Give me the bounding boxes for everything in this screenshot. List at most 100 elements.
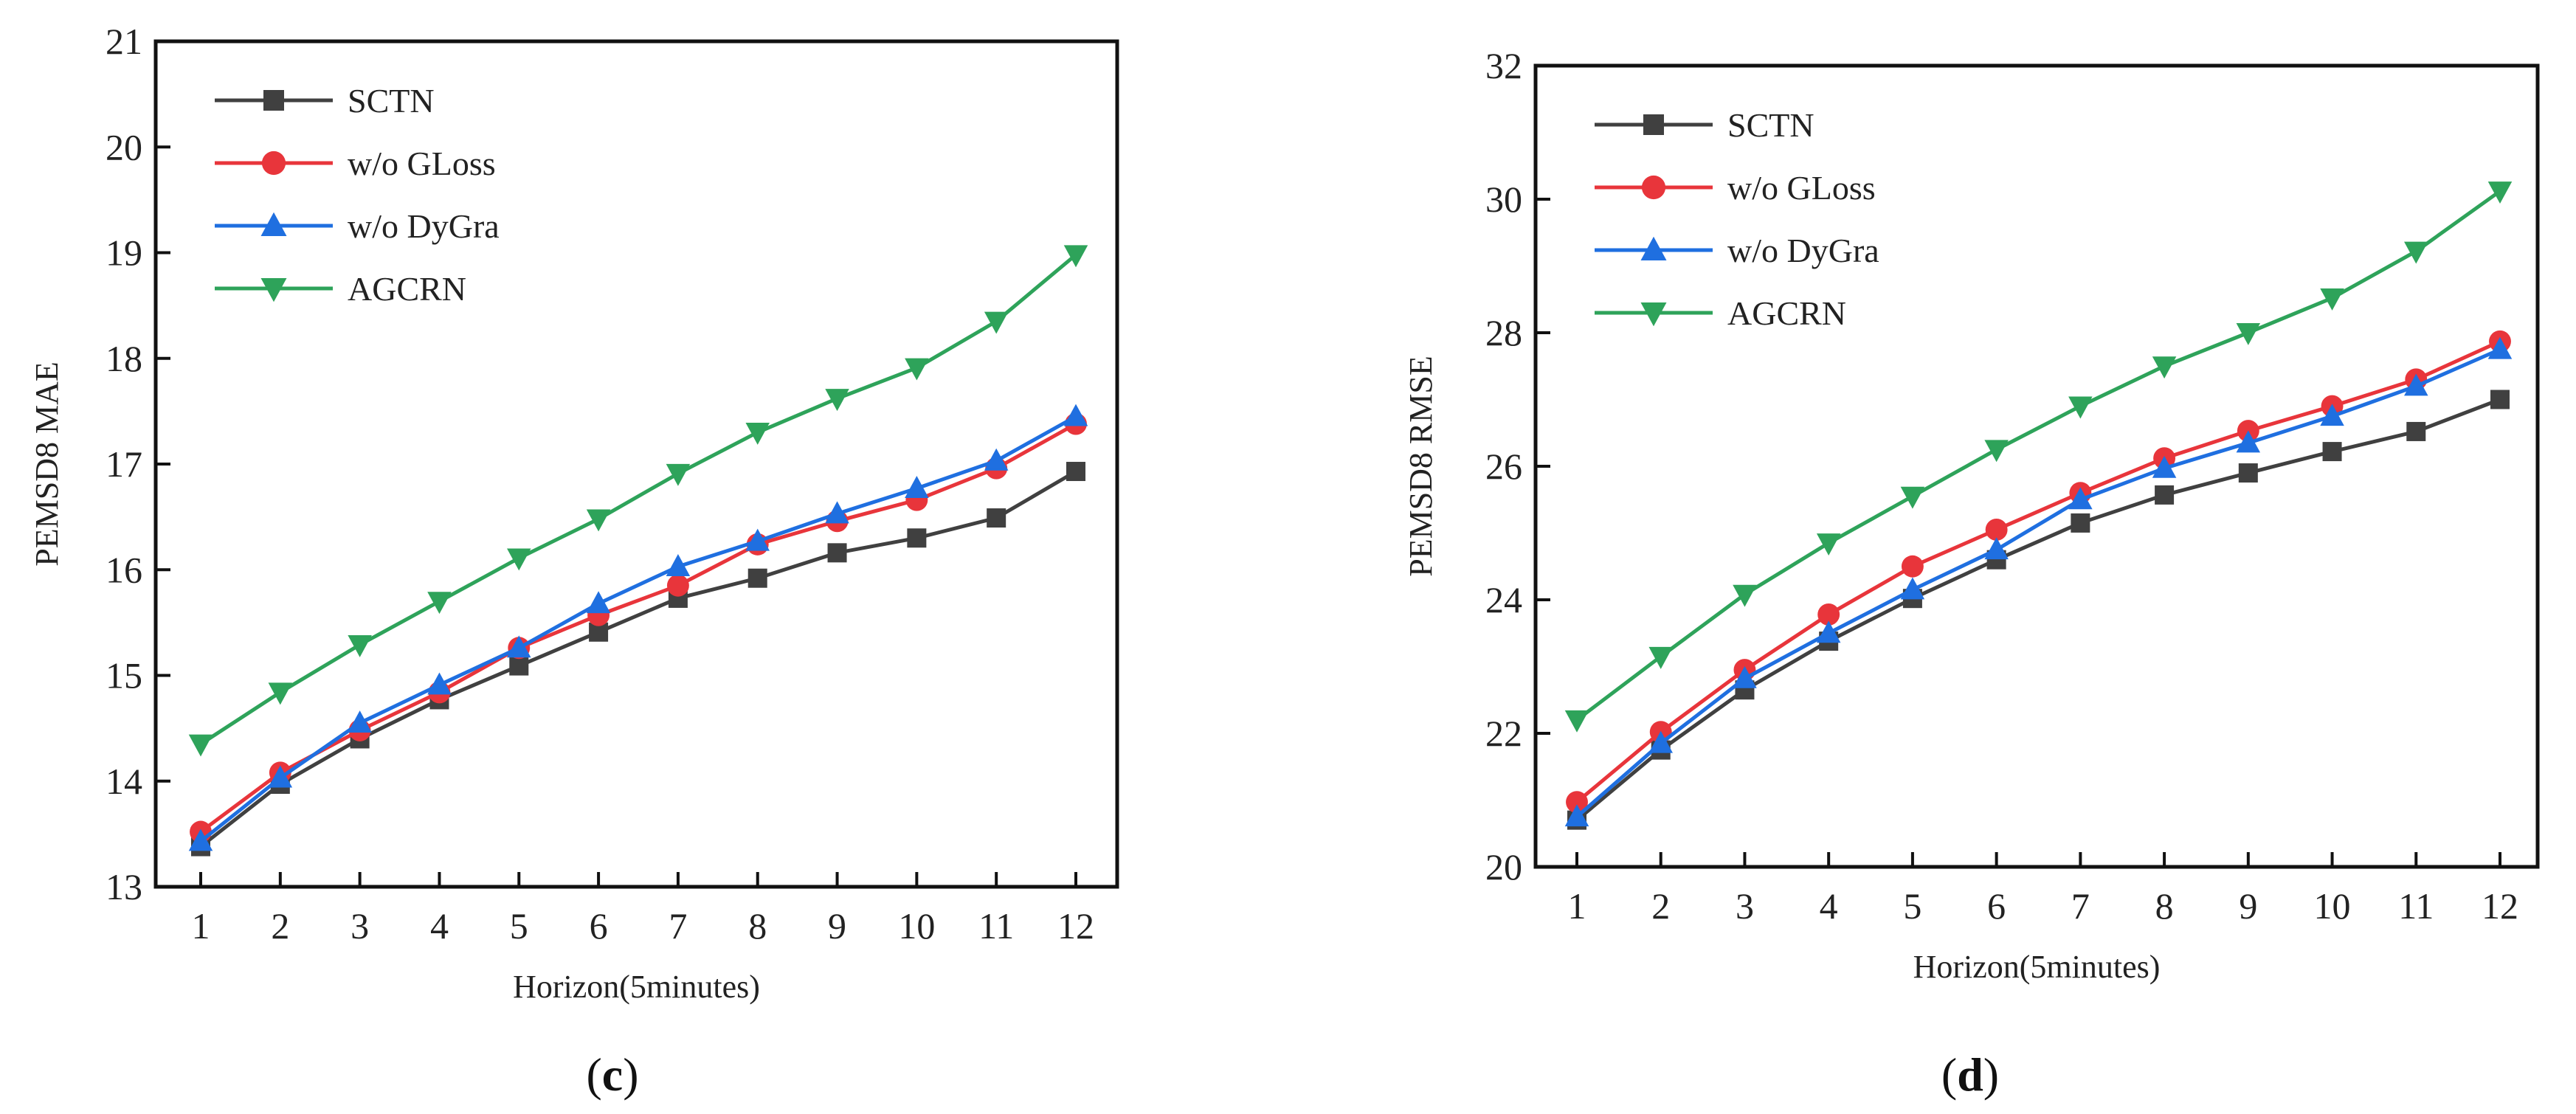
series-agcrn: [1564, 181, 2513, 733]
data-point: [905, 476, 929, 498]
x-tick-label: 4: [1820, 885, 1838, 927]
series-line: [1575, 339, 2501, 804]
legend-entry: w/o DyGra: [215, 207, 500, 245]
legend-label: w/o GLoss: [1727, 169, 1876, 207]
data-point: [348, 710, 372, 733]
y-tick-label: 16: [106, 549, 142, 590]
x-tick-label: 12: [1057, 905, 1094, 947]
data-point: [586, 509, 611, 532]
legend-label: w/o GLoss: [348, 145, 496, 182]
y-tick-label: 24: [1485, 579, 1522, 620]
legend-label: SCTN: [1727, 106, 1814, 144]
data-point: [2236, 430, 2261, 453]
y-tick-label: 14: [106, 761, 142, 802]
data-point: [2071, 513, 2090, 533]
series-line: [199, 415, 1077, 843]
x-tick-label: 3: [1736, 885, 1754, 927]
series-line: [199, 469, 1077, 848]
y-tick-label: 28: [1485, 312, 1522, 353]
x-tick-label: 12: [2482, 885, 2518, 927]
data-point: [905, 358, 929, 381]
data-point: [1900, 486, 1925, 509]
caption-letter: c: [602, 1048, 623, 1101]
data-point: [2320, 288, 2344, 311]
legend-marker: [261, 151, 286, 176]
data-point: [825, 389, 849, 412]
legend-marker: [1643, 114, 1664, 135]
legend-label: SCTN: [348, 82, 435, 120]
series-sctn: [191, 462, 1085, 857]
panel-caption: (c): [586, 1048, 638, 1101]
legend-label: AGCRN: [348, 270, 466, 308]
data-point: [348, 634, 372, 657]
legend-marker: [1640, 302, 1667, 327]
data-point: [1733, 665, 1757, 688]
data-point: [507, 635, 531, 658]
data-point: [1564, 804, 1589, 827]
series-line: [1575, 190, 2501, 722]
data-point: [1063, 245, 1088, 268]
data-point: [2068, 487, 2093, 510]
plot-frame: [153, 39, 1119, 889]
y-tick-label: 32: [1485, 45, 1522, 86]
data-point: [1564, 710, 1589, 733]
series-sctn: [1567, 390, 2510, 830]
y-tick-label: 20: [106, 126, 142, 167]
data-point: [827, 543, 847, 563]
data-point: [2068, 396, 2093, 419]
data-point: [2487, 181, 2513, 204]
data-point: [1984, 537, 2009, 560]
data-point: [1816, 533, 1841, 556]
x-tick-label: 4: [430, 905, 449, 947]
y-axis-label: PEMSD8 RMSE: [1403, 356, 1439, 577]
legend-entry: AGCRN: [1595, 294, 1846, 332]
y-tick-label: 13: [106, 866, 142, 907]
data-point: [2238, 463, 2258, 483]
data-point: [1817, 603, 1840, 626]
data-point: [2490, 390, 2510, 409]
data-point: [984, 448, 1009, 471]
data-point: [268, 765, 293, 788]
data-point: [666, 554, 691, 576]
data-point: [1063, 404, 1088, 426]
y-tick-label: 17: [106, 443, 142, 485]
x-tick-label: 10: [2314, 885, 2351, 927]
legend-entry: w/o DyGra: [1595, 232, 1879, 269]
legend-marker: [260, 212, 287, 236]
data-point: [1648, 730, 1673, 753]
legend-entry: SCTN: [1595, 106, 1814, 144]
y-tick-label: 18: [106, 338, 142, 379]
y-axis-label: PEMSD8 MAE: [29, 361, 65, 567]
caption-close-paren: ): [1983, 1048, 1999, 1101]
x-tick-label: 3: [351, 905, 369, 947]
data-point: [188, 734, 213, 757]
legend-label: AGCRN: [1727, 294, 1846, 332]
data-point: [907, 528, 927, 548]
legend-marker: [263, 90, 284, 111]
series-agcrn: [188, 245, 1088, 757]
series-line: [199, 253, 1077, 746]
data-point: [268, 682, 293, 705]
data-point: [2404, 373, 2428, 396]
x-axis-label: Horizon(5minutes): [513, 969, 760, 1005]
data-point: [2487, 336, 2513, 359]
data-point: [2406, 421, 2426, 441]
data-point: [984, 311, 1009, 334]
data-point: [745, 423, 770, 445]
y-tick-label: 15: [106, 655, 142, 696]
data-point: [666, 574, 689, 597]
data-point: [1985, 519, 2008, 541]
x-tick-label: 1: [192, 905, 210, 947]
data-point: [1816, 620, 1841, 643]
data-point: [745, 528, 770, 551]
series-line: [199, 422, 1077, 834]
caption-letter: d: [1957, 1048, 1983, 1101]
x-tick-label: 9: [2239, 885, 2257, 927]
data-point: [1648, 646, 1673, 669]
y-tick-label: 22: [1485, 713, 1522, 754]
x-tick-label: 6: [1987, 885, 2006, 927]
data-point: [427, 592, 452, 615]
data-point: [586, 591, 611, 614]
